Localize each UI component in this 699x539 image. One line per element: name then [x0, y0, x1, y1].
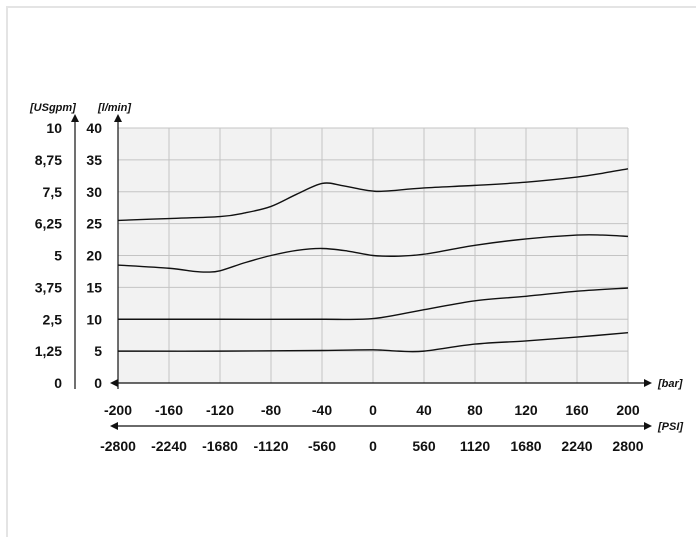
- chart-frame: [6, 6, 696, 537]
- x-tick-label-psi: -1680: [202, 438, 238, 454]
- x-tick-label-psi: 2800: [612, 438, 643, 454]
- x-tick-label-psi: 560: [412, 438, 436, 454]
- y-axis-unit-usgpm: [USgpm]: [29, 102, 76, 114]
- x-tick-label-psi: -2240: [151, 438, 187, 454]
- y-tick-label-usgpm: 5: [54, 248, 62, 264]
- axes: [71, 114, 652, 430]
- x-tick-label-psi: 1680: [510, 438, 541, 454]
- x-tick-label-bar: -160: [155, 402, 183, 418]
- y-tick-label-usgpm: 6,25: [35, 216, 62, 232]
- y-tick-label-lmin: 20: [86, 248, 102, 264]
- y-tick-label-usgpm: 2,5: [43, 311, 63, 327]
- x-tick-label-bar: -40: [312, 402, 332, 418]
- y-tick-label-usgpm: 0: [54, 375, 62, 391]
- series-line: [118, 287, 629, 321]
- x-tick-label-psi: 1120: [460, 438, 491, 454]
- y-tick-label-lmin: 40: [86, 120, 102, 136]
- x-tick-label-bar: -200: [104, 402, 132, 418]
- series-line: [117, 234, 629, 273]
- y-tick-label-lmin: 30: [86, 184, 102, 200]
- x-tick-label-psi: -2800: [100, 438, 136, 454]
- x-tick-label-bar: 40: [416, 402, 432, 418]
- x-tick-label-bar: -120: [206, 402, 234, 418]
- x-tick-label-bar: -80: [261, 402, 281, 418]
- x-tick-label-psi: 0: [369, 438, 377, 454]
- series-group: [117, 168, 629, 353]
- x-tick-label-bar: 200: [616, 402, 640, 418]
- x-tick-label-bar: 120: [514, 402, 538, 418]
- y-tick-label-lmin: 10: [86, 311, 102, 327]
- x-tick-label-bar: 160: [565, 402, 589, 418]
- y-tick-label-usgpm: 10: [46, 120, 62, 136]
- x-tick-label-psi: 2240: [561, 438, 592, 454]
- x-tick-label-bar: 80: [467, 402, 483, 418]
- x-tick-label-bar: 0: [369, 402, 377, 418]
- y-tick-label-usgpm: 8,75: [35, 152, 62, 168]
- y-tick-label-lmin: 0: [94, 375, 102, 391]
- x-axis-unit-psi: [PSI]: [657, 421, 683, 433]
- y-tick-label-lmin: 25: [86, 216, 102, 232]
- x-tick-label-psi: -1120: [253, 438, 288, 454]
- x-tick-label-psi: -560: [308, 438, 336, 454]
- y-tick-label-lmin: 15: [86, 279, 102, 295]
- y-tick-label-usgpm: 3,75: [35, 279, 62, 295]
- y-tick-label-usgpm: 1,25: [35, 343, 62, 359]
- x-axis-unit-bar: [bar]: [657, 378, 683, 390]
- y-tick-label-lmin: 35: [86, 152, 102, 168]
- y-tick-label-usgpm: 7,5: [43, 184, 63, 200]
- series-line: [117, 168, 629, 222]
- y-tick-label-lmin: 5: [94, 343, 102, 359]
- series-line: [117, 331, 629, 353]
- y-axis-unit-lmin: [l/min]: [97, 102, 131, 114]
- tick-labels: 0 5 10 15 20 25 30 35 40 0 1,25 2,5 3,75 5 6,25 7,5 8,75…: [35, 120, 644, 454]
